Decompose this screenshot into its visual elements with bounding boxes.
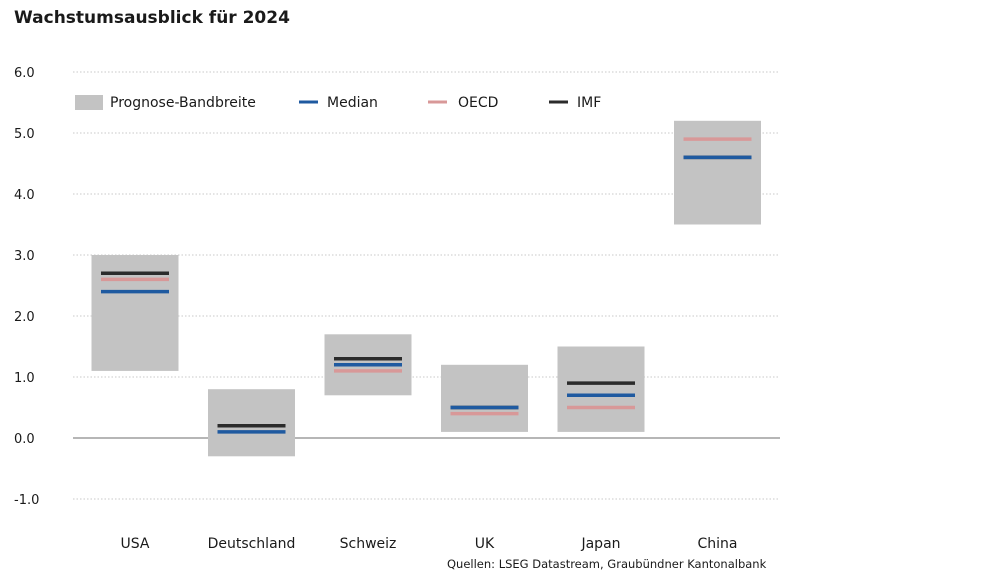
y-tick-label: -1.0 xyxy=(14,493,39,508)
x-tick-label: China xyxy=(698,536,738,552)
y-tick-label: 6.0 xyxy=(14,66,35,81)
x-axis: USA Deutschland Schweiz UK Japan China xyxy=(121,536,738,552)
x-tick-label: USA xyxy=(121,536,150,552)
x-tick-label: Japan xyxy=(580,536,620,552)
legend-band-swatch xyxy=(75,95,103,110)
y-axis: 6.0 5.0 4.0 3.0 2.0 1.0 0.0 -1.0 xyxy=(14,66,39,508)
range-band xyxy=(441,364,528,432)
x-tick-label: Schweiz xyxy=(340,536,397,552)
chart-title: Wachstumsausblick für 2024 xyxy=(14,8,290,28)
legend-band-label: Prognose-Bandbreite xyxy=(110,95,256,111)
y-tick-label: 2.0 xyxy=(14,310,35,325)
y-tick-label: 1.0 xyxy=(14,371,35,386)
legend-median-label: Median xyxy=(327,95,378,111)
y-tick-label: 0.0 xyxy=(14,432,35,447)
range-band xyxy=(557,346,645,432)
gridlines xyxy=(73,71,780,500)
legend-oecd-label: OECD xyxy=(458,95,498,111)
legend: Prognose-Bandbreite Median OECD IMF xyxy=(75,95,601,111)
y-tick-label: 3.0 xyxy=(14,249,35,264)
band-series xyxy=(91,120,761,457)
source-note: Quellen: LSEG Datastream, Graubündner Ka… xyxy=(447,557,767,571)
legend-imf-label: IMF xyxy=(577,95,601,111)
x-tick-label: UK xyxy=(475,536,495,552)
x-tick-label: Deutschland xyxy=(208,536,296,552)
y-tick-label: 5.0 xyxy=(14,127,35,142)
y-tick-label: 4.0 xyxy=(14,188,35,203)
marker-series xyxy=(101,137,752,434)
range-band xyxy=(674,120,761,225)
range-band xyxy=(208,389,295,457)
